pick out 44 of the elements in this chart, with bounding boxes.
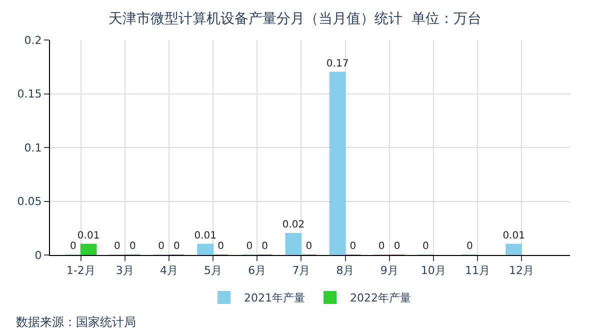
data-label: 0 bbox=[70, 241, 76, 252]
legend-label: 2021年产量 bbox=[244, 292, 305, 305]
data-label: 0.02 bbox=[282, 220, 305, 230]
data-label: 0 bbox=[378, 241, 385, 252]
data-label: 0 bbox=[350, 241, 356, 252]
x-tick-label: 3月 bbox=[116, 264, 134, 278]
x-tick-label: 7月 bbox=[292, 264, 310, 278]
y-tick-label: 0 bbox=[34, 248, 42, 262]
bar bbox=[197, 244, 214, 255]
bar bbox=[329, 72, 346, 255]
data-label: 0 bbox=[466, 241, 473, 252]
y-tick-label: 0.2 bbox=[24, 34, 42, 47]
bar bbox=[285, 233, 302, 255]
data-label: 0 bbox=[394, 241, 400, 252]
x-tick-label: 10月 bbox=[420, 264, 446, 278]
data-label: 0 bbox=[262, 241, 268, 252]
x-tick-label: 12月 bbox=[509, 264, 534, 278]
x-tick-label: 11月 bbox=[464, 264, 490, 278]
source-note: 数据来源：国家统计局 bbox=[16, 315, 136, 329]
data-label: 0 bbox=[422, 241, 429, 252]
data-label: 0 bbox=[158, 241, 164, 252]
x-tick-label: 6月 bbox=[248, 264, 266, 278]
x-tick-label: 8月 bbox=[336, 264, 354, 278]
x-tick-label: 1-2月 bbox=[66, 264, 96, 278]
data-label: 0.17 bbox=[326, 58, 349, 70]
data-label: 0 bbox=[246, 241, 253, 252]
y-tick-label: 0.15 bbox=[17, 88, 42, 101]
legend-label: 2022年产量 bbox=[350, 292, 411, 305]
data-label: 0 bbox=[129, 241, 136, 252]
data-label: 0 bbox=[306, 241, 312, 252]
y-tick-label: 0.1 bbox=[24, 141, 42, 154]
x-tick-label: 4月 bbox=[160, 264, 178, 278]
data-label: 0 bbox=[114, 241, 120, 252]
data-label: 0.01 bbox=[502, 230, 525, 242]
chart-title: 天津市微型计算机设备产量分月（当月值）统计 单位：万台 bbox=[108, 11, 482, 27]
data-label: 0 bbox=[218, 241, 224, 252]
data-label: 0.01 bbox=[77, 230, 100, 242]
x-tick-label: 5月 bbox=[204, 264, 222, 278]
y-tick-label: 0.05 bbox=[17, 195, 42, 208]
data-label: 0 bbox=[174, 241, 180, 252]
data-label: 0.01 bbox=[194, 230, 216, 242]
bar bbox=[80, 244, 97, 255]
bar bbox=[506, 244, 522, 255]
x-tick-label: 9月 bbox=[380, 264, 398, 278]
